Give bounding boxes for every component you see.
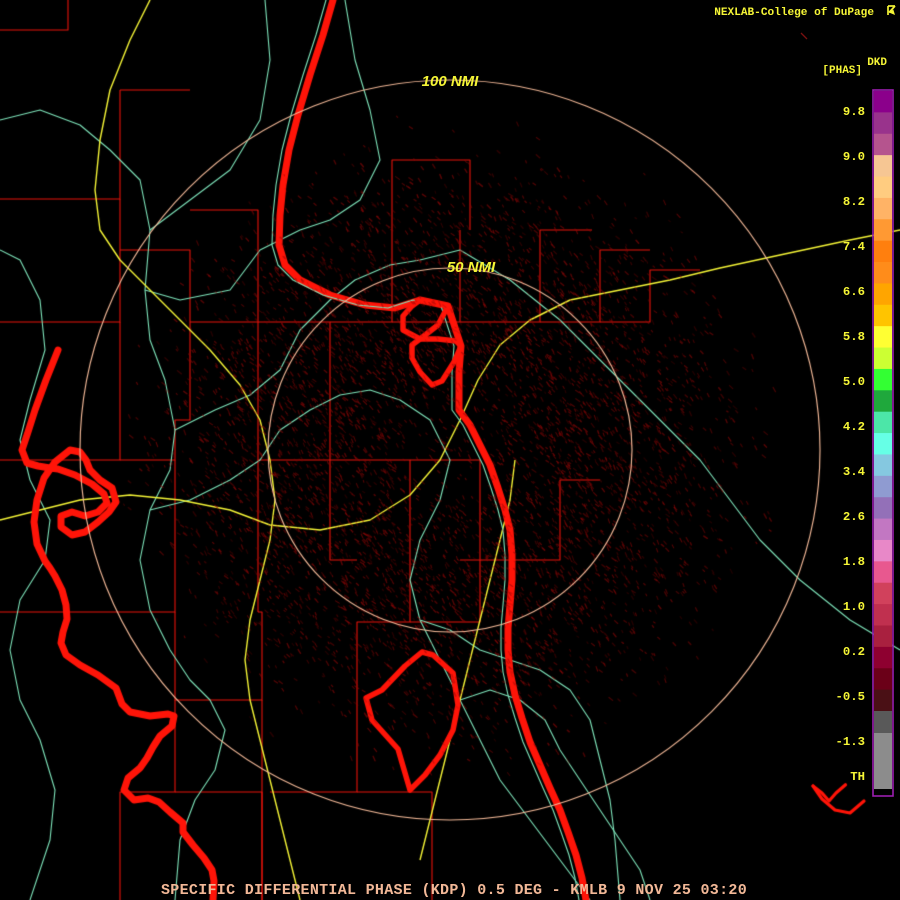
svg-text:5.8: 5.8: [843, 330, 865, 344]
svg-text:6.6: 6.6: [843, 285, 865, 299]
svg-text:-1.3: -1.3: [835, 735, 865, 749]
svg-text:0.2: 0.2: [843, 645, 865, 659]
svg-text:3.4: 3.4: [843, 465, 866, 479]
svg-text:5.0: 5.0: [843, 375, 865, 389]
svg-text:8.2: 8.2: [843, 195, 865, 209]
svg-text:2.6: 2.6: [843, 510, 865, 524]
svg-text:TH: TH: [850, 770, 865, 784]
svg-text:9.8: 9.8: [843, 105, 865, 119]
svg-text:100 NMI: 100 NMI: [422, 73, 480, 90]
svg-text:[PHAS]: [PHAS]: [822, 65, 862, 77]
svg-text:4.2: 4.2: [843, 420, 865, 434]
svg-text:9.0: 9.0: [843, 150, 865, 164]
svg-text:NEXLAB-College of DuPage: NEXLAB-College of DuPage: [714, 7, 874, 19]
svg-text:1.8: 1.8: [843, 555, 865, 569]
svg-text:1.0: 1.0: [843, 600, 865, 614]
svg-text:7.4: 7.4: [843, 240, 866, 254]
svg-text:DKD: DKD: [867, 57, 887, 69]
svg-text:50 NMI: 50 NMI: [447, 259, 496, 276]
svg-text:SPECIFIC DIFFERENTIAL PHASE (K: SPECIFIC DIFFERENTIAL PHASE (KDP) 0.5 DE…: [161, 882, 747, 899]
svg-text:-0.5: -0.5: [835, 690, 865, 704]
